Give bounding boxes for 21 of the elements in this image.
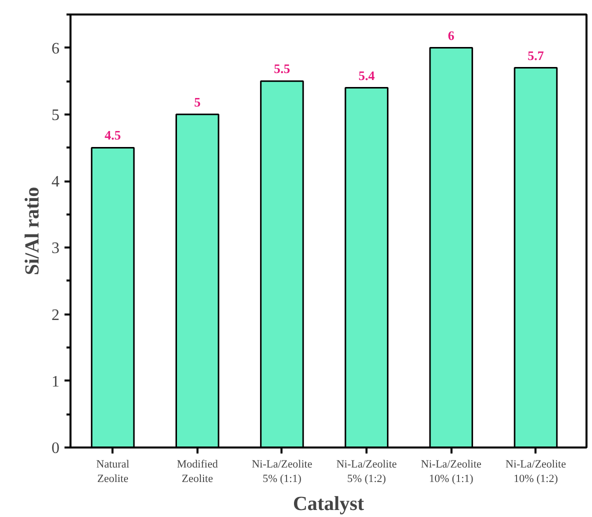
- x-axis-title: Catalyst: [292, 492, 364, 515]
- data-label: 5.4: [358, 68, 376, 83]
- y-tick-label: 2: [52, 306, 60, 324]
- x-tick-label: Ni-La/Zeolite 5% (1:1): [252, 458, 312, 485]
- x-tick-label: Natural Zeolite: [96, 458, 130, 485]
- y-tick-label: 6: [52, 40, 60, 58]
- y-tick-label: 4: [52, 174, 60, 191]
- data-label: 5: [194, 94, 202, 110]
- y-tick-label: 0: [52, 440, 60, 457]
- x-tick-label: Ni-La/Zeolite 10% (1:2): [506, 458, 566, 485]
- x-tick-label: Ni-La/Zeolite 5% (1:2): [336, 458, 397, 485]
- y-tick-label: 5: [52, 106, 60, 124]
- data-label: 6: [448, 28, 455, 43]
- x-tick-label: Modified Zeolite: [176, 458, 218, 485]
- data-label: 5.7: [528, 48, 544, 63]
- data-label: 5.5: [274, 61, 291, 76]
- x-tick-label: Ni-La/Zeolite 10% (1:1): [420, 458, 482, 485]
- y-tick-label: 1: [52, 373, 60, 390]
- y-axis-title: Si/Al ratio: [22, 186, 44, 276]
- y-tick-label: 3: [52, 240, 60, 258]
- data-label: 4.5: [104, 128, 122, 143]
